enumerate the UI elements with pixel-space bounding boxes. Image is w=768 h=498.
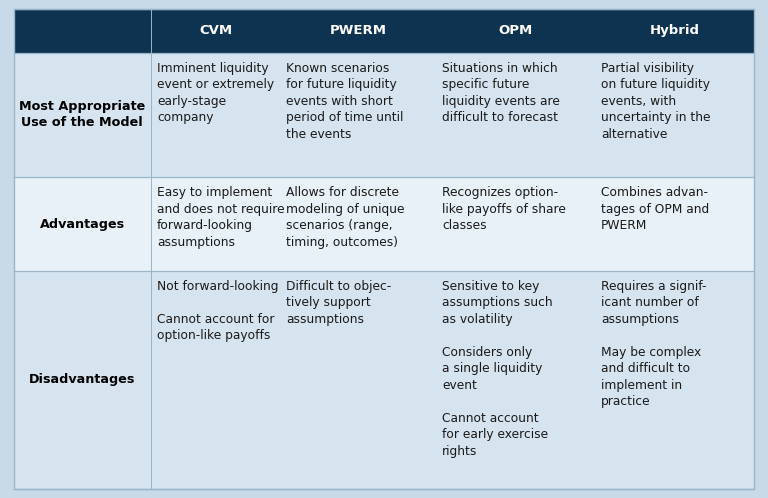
Text: Partial visibility
on future liquidity
events, with
uncertainty in the
alternati: Partial visibility on future liquidity e…: [601, 62, 710, 141]
Text: Imminent liquidity
event or extremely
early-stage
company: Imminent liquidity event or extremely ea…: [157, 62, 274, 124]
Text: Easy to implement
and does not require
forward-looking
assumptions: Easy to implement and does not require f…: [157, 186, 285, 249]
Bar: [14, 9, 754, 53]
Text: Hybrid: Hybrid: [650, 24, 700, 37]
Text: Combines advan-
tages of OPM and
PWERM: Combines advan- tages of OPM and PWERM: [601, 186, 710, 232]
Text: Allows for discrete
modeling of unique
scenarios (range,
timing, outcomes): Allows for discrete modeling of unique s…: [286, 186, 405, 249]
Text: Sensitive to key
assumptions such
as volatility

Considers only
a single liquidi: Sensitive to key assumptions such as vol…: [442, 280, 553, 458]
Text: PWERM: PWERM: [329, 24, 386, 37]
Text: Difficult to objec-
tively support
assumptions: Difficult to objec- tively support assum…: [286, 280, 392, 326]
Text: Requires a signif-
icant number of
assumptions

May be complex
and difficult to
: Requires a signif- icant number of assum…: [601, 280, 707, 408]
Bar: [14, 177, 754, 271]
Bar: [14, 271, 754, 489]
Text: Disadvantages: Disadvantages: [29, 374, 135, 386]
Text: Recognizes option-
like payoffs of share
classes: Recognizes option- like payoffs of share…: [442, 186, 566, 232]
Bar: [14, 53, 754, 177]
Text: Situations in which
specific future
liquidity events are
difficult to forecast: Situations in which specific future liqu…: [442, 62, 560, 124]
Text: Not forward-looking

Cannot account for
option-like payoffs: Not forward-looking Cannot account for o…: [157, 280, 279, 343]
Text: Advantages: Advantages: [40, 218, 125, 231]
Text: Known scenarios
for future liquidity
events with short
period of time until
the : Known scenarios for future liquidity eve…: [286, 62, 404, 141]
Text: Most Appropriate
Use of the Model: Most Appropriate Use of the Model: [19, 101, 145, 129]
Text: CVM: CVM: [199, 24, 232, 37]
Text: OPM: OPM: [498, 24, 532, 37]
